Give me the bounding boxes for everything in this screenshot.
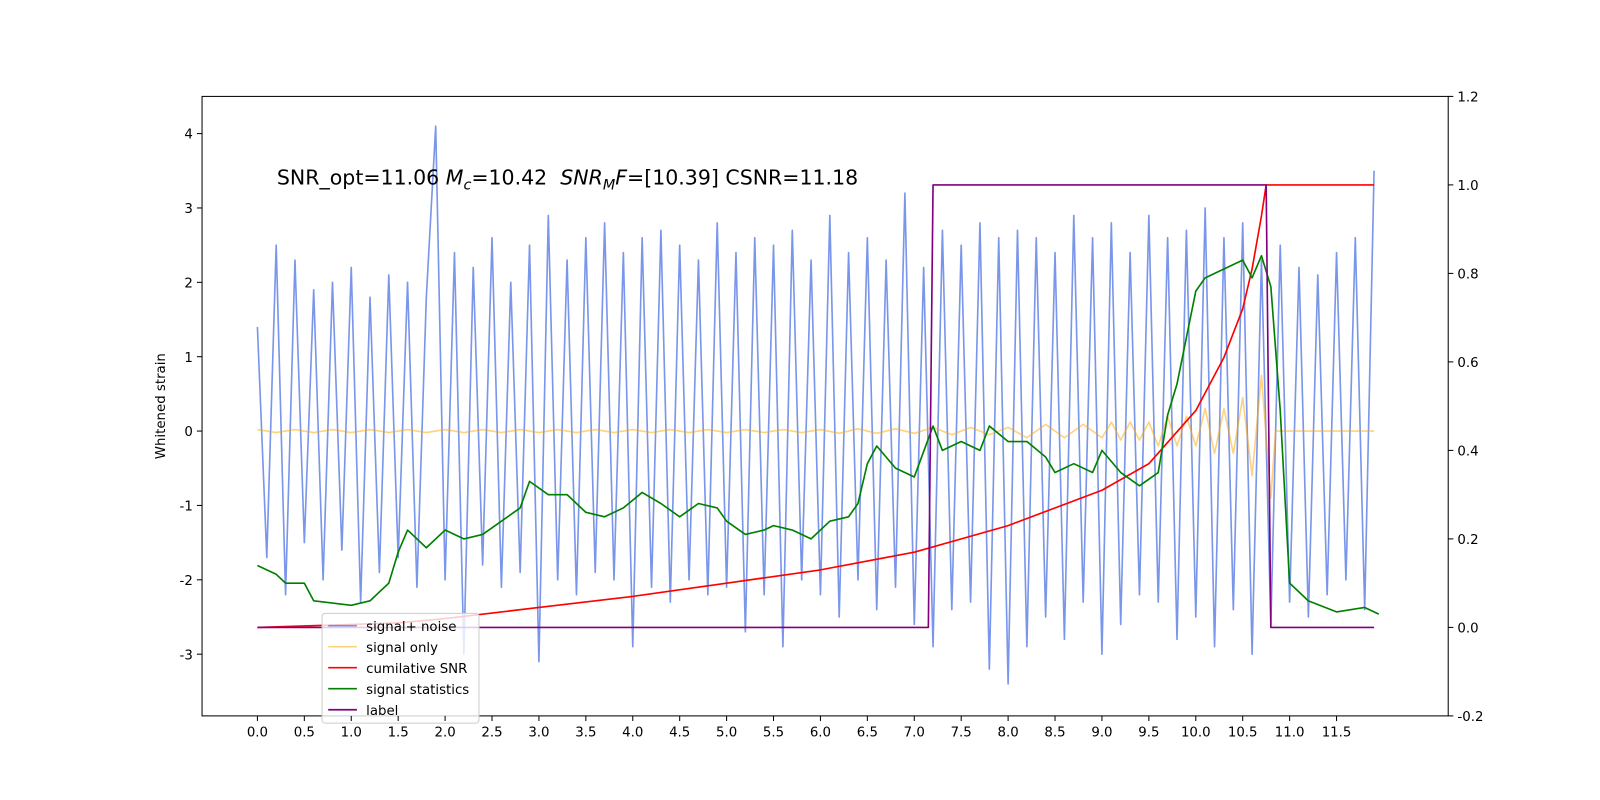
x-tick-label: 10.0 bbox=[1181, 725, 1211, 740]
y-tick-label: -1 bbox=[180, 500, 193, 515]
x-tick-label: 3.0 bbox=[528, 725, 549, 740]
y-tick-label: 4 bbox=[184, 128, 192, 143]
y2-tick-label: 0.6 bbox=[1457, 356, 1478, 371]
x-tick-label: 0.0 bbox=[247, 725, 268, 740]
series-line bbox=[256, 125, 1375, 685]
legend-label: signal+ noise bbox=[366, 620, 456, 635]
x-tick-label: 3.5 bbox=[575, 725, 596, 740]
annotation-part: M bbox=[446, 166, 464, 190]
series-line bbox=[257, 184, 1375, 629]
legend-label: label bbox=[366, 704, 398, 719]
y-tick-label: -2 bbox=[180, 574, 193, 589]
x-tick-label: 2.0 bbox=[434, 725, 455, 740]
x-tick-label: 8.0 bbox=[998, 725, 1019, 740]
x-tick-label: 4.0 bbox=[622, 725, 643, 740]
y-tick-label: 1 bbox=[184, 351, 192, 366]
x-tick-label: 2.5 bbox=[481, 725, 502, 740]
annotation-part: F bbox=[615, 166, 628, 190]
x-tick-label: 0.5 bbox=[294, 725, 315, 740]
y-tick-label: 0 bbox=[184, 425, 192, 440]
axes-frame bbox=[201, 95, 1449, 717]
series-line bbox=[257, 374, 1375, 499]
x-tick-label: 11.0 bbox=[1275, 725, 1305, 740]
y2-tick-label: -0.2 bbox=[1457, 710, 1483, 725]
x-tick-label: 8.5 bbox=[1044, 725, 1065, 740]
y-axis-label: Whitened strain bbox=[154, 353, 169, 459]
series-line bbox=[257, 184, 1375, 629]
legend-label: signal only bbox=[366, 641, 438, 656]
x-tick-label: 1.0 bbox=[341, 725, 362, 740]
y2-tick-label: 0.4 bbox=[1457, 445, 1478, 460]
y2-tick-label: 1.2 bbox=[1457, 91, 1478, 106]
x-tick-label: 6.0 bbox=[810, 725, 831, 740]
x-tick-label: 7.5 bbox=[951, 725, 972, 740]
x-tick-label: 11.5 bbox=[1322, 725, 1352, 740]
y-tick-label: 2 bbox=[184, 276, 192, 291]
x-tick-label: 9.5 bbox=[1138, 725, 1159, 740]
annotation-part: =10.42 bbox=[471, 166, 560, 190]
y2-tick-label: 1.0 bbox=[1457, 179, 1478, 194]
y-tick-label: 3 bbox=[184, 202, 192, 217]
y2-tick-label: 0.0 bbox=[1457, 622, 1478, 637]
x-tick-label: 1.5 bbox=[388, 725, 409, 740]
legend-label: cumilative SNR bbox=[366, 662, 467, 677]
legend-label: signal statistics bbox=[366, 683, 469, 698]
legend: signal+ noise signal only cumilative SNR si… bbox=[321, 612, 480, 724]
plot-area bbox=[256, 125, 1380, 685]
y2-tick-label: 0.8 bbox=[1457, 268, 1478, 283]
x-tick-label: 7.0 bbox=[904, 725, 925, 740]
series-line bbox=[257, 254, 1380, 615]
annotation: SNR_opt=11.06 Mc=10.42 SNRMF=[10.39] CSN… bbox=[277, 166, 858, 194]
x-tick-label: 4.5 bbox=[669, 725, 690, 740]
x-tick-label: 6.5 bbox=[857, 725, 878, 740]
annotation-part: c bbox=[463, 178, 471, 194]
y-tick-label: -3 bbox=[180, 648, 193, 663]
x-tick-label: 9.0 bbox=[1091, 725, 1112, 740]
x-tick-label: 5.0 bbox=[716, 725, 737, 740]
x-tick-label: 10.5 bbox=[1228, 725, 1258, 740]
legend-frame bbox=[321, 612, 480, 724]
annotation-part: =[10.39] CSNR=11.18 bbox=[627, 166, 858, 190]
annotation-part: SNR bbox=[560, 166, 603, 190]
annotation-part: SNR_opt=11.06 bbox=[277, 166, 446, 191]
y2-tick-label: 0.2 bbox=[1457, 533, 1478, 548]
annotation-part: M bbox=[603, 178, 615, 194]
x-tick-label: 5.5 bbox=[763, 725, 784, 740]
